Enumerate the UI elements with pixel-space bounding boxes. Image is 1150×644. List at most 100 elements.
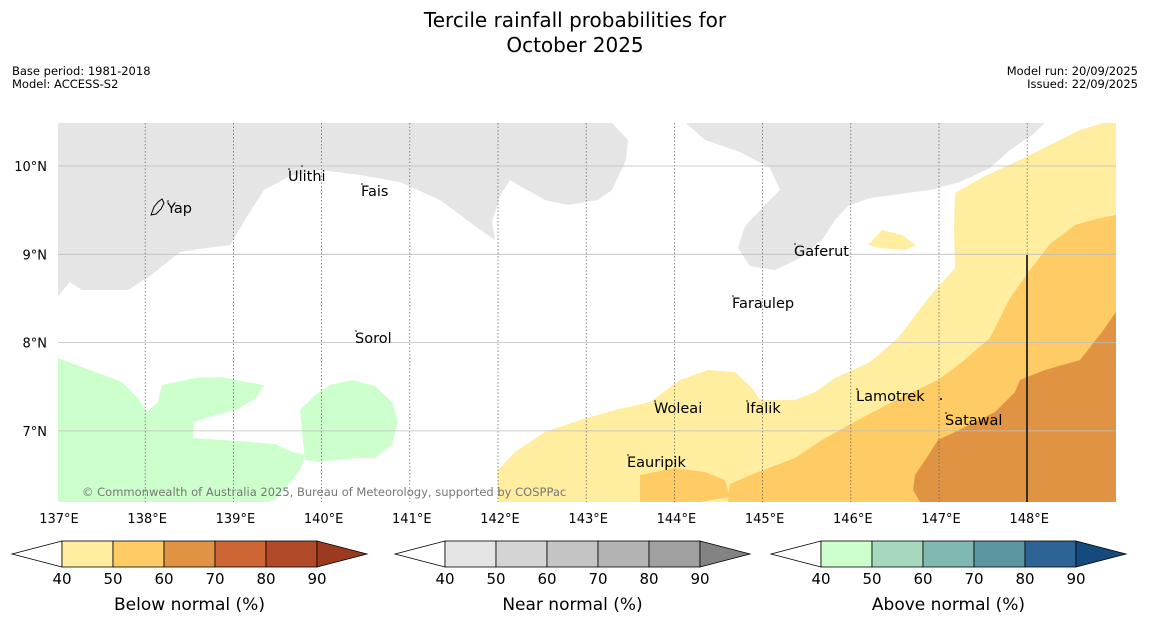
- model-name: Model: ACCESS-S2: [12, 77, 119, 91]
- latitude-tick-label: 7°N: [23, 425, 48, 440]
- island-dot: [940, 398, 942, 400]
- colorbar-segment: [495, 540, 548, 568]
- colorbar-segment: [871, 540, 924, 568]
- colorbar-high-extend: [316, 540, 369, 568]
- place-labels: Yap Ulithi Fais Gaferut Faraulep Sorol Lamotre…: [166, 165, 1002, 471]
- colorbar-tick-label: 60: [154, 570, 173, 588]
- colorbar-3: 40 50 60 70 80 90 Above normal (%): [769, 540, 1128, 615]
- model-run: Model run: 20/09/2025: [1006, 64, 1138, 78]
- near-normal-region-east: [845, 155, 910, 172]
- issued-date: Issued: 22/09/2025: [1027, 77, 1138, 91]
- colorbar-high-extend: [699, 540, 752, 568]
- longitude-tick-label: 147°E: [921, 512, 961, 527]
- island-dot: [732, 295, 734, 297]
- island-dot: [654, 400, 656, 402]
- colorbar-low-extend: [769, 540, 822, 568]
- colorbar-tick-label: 70: [964, 570, 983, 588]
- island-dot: [794, 243, 796, 245]
- axis-tick-labels: 137°E 138°E 139°E 140°E 141°E 142°E 143°E 144°E…: [14, 160, 1049, 527]
- place-label-faraulep: Faraulep: [732, 296, 794, 312]
- colorbar-tick-label: 70: [588, 570, 607, 588]
- colorbar-tick-label: 80: [1015, 570, 1034, 588]
- colorbar-segment: [214, 540, 267, 568]
- place-label-lamotrek: Lamotrek: [856, 389, 925, 405]
- above-normal-region-central: [300, 380, 398, 462]
- place-label-eauripik: Eauripik: [627, 455, 686, 471]
- longitude-tick-label: 140°E: [304, 512, 344, 527]
- place-label-satawal: Satawal: [945, 413, 1002, 429]
- longitude-tick-label: 138°E: [127, 512, 167, 527]
- latitude-tick-label: 8°N: [23, 337, 48, 352]
- colorbar-low-extend: [393, 540, 446, 568]
- island-dot: [856, 388, 858, 390]
- below-normal-60-70-region: [913, 312, 1116, 502]
- colorbar-segment: [648, 540, 701, 568]
- longitude-tick-label: 143°E: [568, 512, 608, 527]
- island-dot: [301, 165, 303, 167]
- colorbar-2: 40 50 60 70 80 90 Near normal (%): [393, 540, 752, 615]
- colorbar-high-extend: [1075, 540, 1128, 568]
- colorbar-segment: [444, 540, 497, 568]
- colorbar-tick-label: 90: [307, 570, 326, 588]
- island-dot: [167, 200, 169, 202]
- colorbar-tick-label: 80: [256, 570, 275, 588]
- title-line-2: October 2025: [506, 33, 644, 57]
- longitude-tick-label: 146°E: [833, 512, 873, 527]
- colorbar-segment: [597, 540, 650, 568]
- colorbar-segment: [112, 540, 165, 568]
- place-label-ulithi: Ulithi: [288, 169, 326, 185]
- longitude-tick-label: 144°E: [657, 512, 697, 527]
- colorbar-tick-label: 90: [1066, 570, 1085, 588]
- copyright-notice: © Commonwealth of Australia 2025, Bureau…: [82, 485, 566, 499]
- island-dot: [361, 183, 363, 185]
- colorbar-tick-label: 50: [486, 570, 505, 588]
- colorbar-label: Above normal (%): [872, 595, 1025, 615]
- latitude-tick-label: 10°N: [14, 160, 47, 175]
- colorbar-segment: [922, 540, 975, 568]
- colorbars: 40 50 60 70 80 90 Below normal (%) 40 50 60 70 80 90…: [10, 540, 1128, 615]
- place-label-yap: Yap: [166, 201, 192, 217]
- meta-right: Model run: 20/09/2025 Issued: 22/09/2025: [1007, 65, 1138, 91]
- map-area: [58, 123, 1116, 502]
- longitude-tick-label: 141°E: [392, 512, 432, 527]
- colorbar-tick-label: 70: [205, 570, 224, 588]
- colorbar-tick-label: 90: [690, 570, 709, 588]
- colorbar-tick-label: 60: [913, 570, 932, 588]
- longitude-tick-label: 137°E: [39, 512, 79, 527]
- island-dot: [355, 330, 357, 332]
- island-dot: [746, 400, 748, 402]
- island-dot: [945, 412, 947, 414]
- place-label-sorol: Sorol: [355, 331, 392, 347]
- colorbar-tick-label: 50: [103, 570, 122, 588]
- colorbar-segment: [61, 540, 114, 568]
- title-line-1: Tercile rainfall probabilities for: [423, 8, 727, 32]
- longitude-tick-label: 142°E: [480, 512, 520, 527]
- island-dot: [627, 454, 629, 456]
- yap-island-shape: [150, 198, 165, 216]
- meta-left: Base period: 1981-2018 Model: ACCESS-S2: [12, 65, 151, 91]
- below-normal-50-60-patch: [640, 468, 730, 502]
- colorbar-tick-label: 80: [639, 570, 658, 588]
- near-normal-islet: [185, 138, 222, 143]
- near-normal-region-north: [686, 123, 1045, 270]
- place-label-ifalik: Ifalik: [746, 401, 781, 417]
- colorbar-tick-label: 40: [435, 570, 454, 588]
- below-normal-40-50-patch: [868, 230, 916, 250]
- longitude-tick-label: 145°E: [745, 512, 785, 527]
- longitude-tick-label: 139°E: [216, 512, 256, 527]
- place-label-gaferut: Gaferut: [794, 244, 849, 260]
- colorbar-label: Near normal (%): [502, 595, 642, 615]
- place-label-fais: Fais: [361, 184, 388, 200]
- colorbar-tick-label: 40: [811, 570, 830, 588]
- colorbar-label: Below normal (%): [114, 595, 265, 615]
- map-title: Tercile rainfall probabilities for Octob…: [0, 8, 1150, 58]
- latitude-tick-label: 9°N: [23, 248, 48, 263]
- island-dot: [288, 168, 290, 170]
- colorbar-segment: [163, 540, 216, 568]
- colorbar-tick-label: 40: [52, 570, 71, 588]
- colorbar-segment: [1024, 540, 1077, 568]
- colorbar-tick-label: 50: [862, 570, 881, 588]
- colorbar-low-extend: [10, 540, 63, 568]
- colorbar-tick-label: 60: [537, 570, 556, 588]
- colorbar-segment: [973, 540, 1026, 568]
